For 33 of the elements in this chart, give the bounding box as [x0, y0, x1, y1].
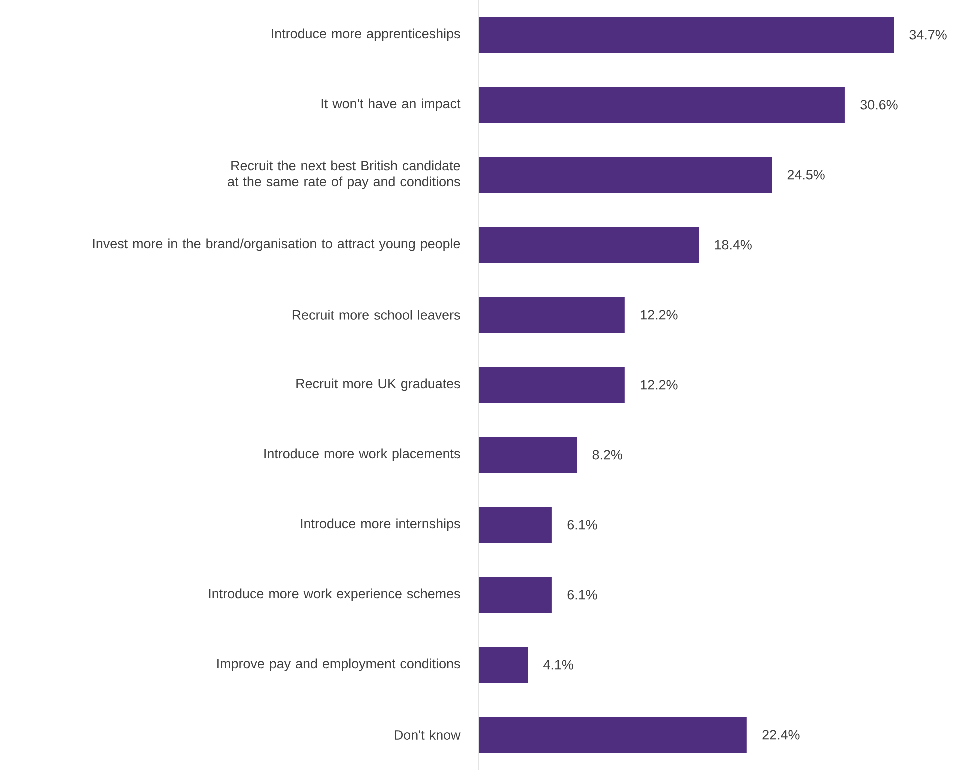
bar — [478, 647, 528, 684]
data-label: 30.6% — [860, 100, 898, 110]
data-label: 8.2% — [592, 450, 622, 460]
data-label: 22.4% — [762, 730, 800, 740]
y-tick-label: Introduce more work placements — [264, 448, 460, 462]
bar — [478, 297, 625, 334]
y-tick-label: Invest more in the brand/organisation to attract young people — [93, 238, 460, 252]
y-tick-label: Don't know — [395, 730, 461, 740]
data-label: 4.1% — [544, 660, 574, 670]
data-label: 34.7% — [910, 30, 947, 40]
data-label: 24.5% — [788, 170, 825, 180]
y-tick-label: Introduce more apprenticeships — [272, 28, 460, 42]
bar — [478, 157, 772, 194]
data-label: 18.4% — [715, 240, 752, 250]
y-tick-label: Improve pay and employment conditions — [218, 658, 460, 672]
y-tick-label: It won't have an impact — [322, 98, 461, 112]
bar — [478, 437, 578, 474]
bar — [478, 17, 894, 53]
bar — [478, 227, 700, 264]
y-tick-label: Recruit more UK graduates — [296, 378, 460, 392]
y-tick-label: Introduce more work experience schemes — [209, 588, 460, 602]
y-tick-label: Introduce more internships — [301, 518, 460, 532]
data-label: 6.1% — [568, 590, 598, 600]
y-tick-label: Recruit the next best British candidate at the same rate of pay and conditions — [228, 160, 460, 190]
bar — [478, 87, 845, 123]
bar — [478, 367, 625, 404]
bar — [478, 507, 552, 544]
data-label: 12.2% — [641, 380, 678, 390]
y-tick-label: Recruit more school leavers — [292, 310, 460, 320]
data-label: 12.2% — [641, 310, 678, 320]
bar — [478, 717, 747, 754]
data-label: 6.1% — [568, 520, 598, 530]
bar — [478, 577, 552, 614]
